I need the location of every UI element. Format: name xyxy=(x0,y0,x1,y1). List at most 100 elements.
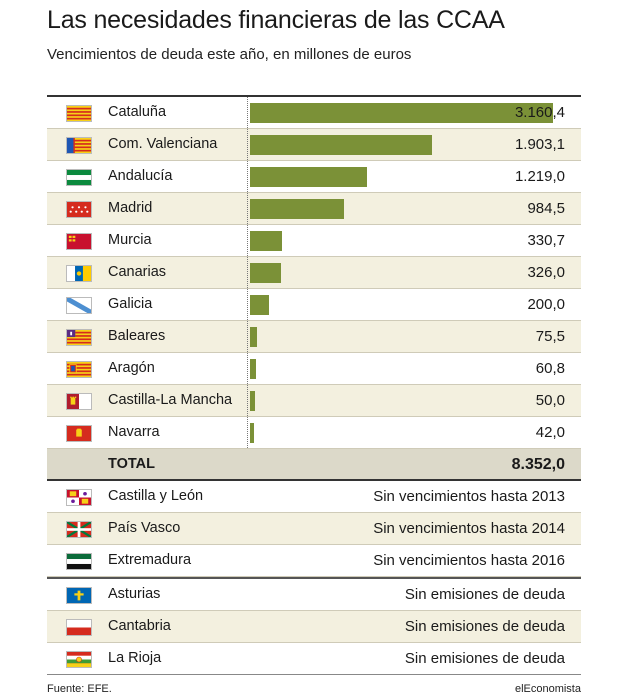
data-label: 984,5 xyxy=(527,200,565,217)
axis-divider xyxy=(247,417,248,448)
chart-title: Las necesidades financieras de las CCAA xyxy=(47,6,505,34)
table-row: Canarias 326,0 xyxy=(47,257,581,289)
region-name: Extremadura xyxy=(108,552,192,568)
table-row: Galicia 200,0 xyxy=(47,289,581,321)
valenciana-flag-icon xyxy=(66,137,92,154)
status-note: Sin vencimientos hasta 2016 xyxy=(373,552,565,569)
status-note: Sin emisiones de deuda xyxy=(404,650,565,667)
no-issuance-rows: Asturias Sin emisiones de deuda Cantabria S… xyxy=(47,579,581,675)
region-name: Navarra xyxy=(108,424,160,440)
bar xyxy=(250,231,282,251)
bar xyxy=(250,103,553,123)
castilla-la-mancha-flag-icon xyxy=(66,393,92,410)
section-divider xyxy=(47,577,581,579)
region-name: La Rioja xyxy=(108,650,162,666)
table-row: Com. Valenciana 1.903,1 xyxy=(47,129,581,161)
bar xyxy=(250,199,345,219)
data-label: 326,0 xyxy=(527,264,565,281)
bar xyxy=(250,167,367,187)
axis-divider xyxy=(247,161,248,192)
data-label: 75,5 xyxy=(535,328,565,345)
region-name: Aragón xyxy=(108,360,155,376)
status-note: Sin vencimientos hasta 2014 xyxy=(373,520,565,537)
region-name: Cataluña xyxy=(108,104,167,120)
andalucia-flag-icon xyxy=(66,169,92,186)
table-row: Cataluña 3.160,4 xyxy=(47,97,581,129)
region-name: Andalucía xyxy=(108,168,173,184)
bar xyxy=(250,135,433,155)
data-label: 3.160,4 xyxy=(514,104,565,121)
table-row: Madrid 984,5 xyxy=(47,193,581,225)
table-row: Murcia 330,7 xyxy=(47,225,581,257)
pais-vasco-flag-icon xyxy=(66,521,92,538)
data-label: 50,0 xyxy=(535,392,565,409)
table-row: Andalucía 1.219,0 xyxy=(47,161,581,193)
aragon-flag-icon xyxy=(66,361,92,378)
murcia-flag-icon xyxy=(66,233,92,250)
status-note: Sin vencimientos hasta 2013 xyxy=(373,488,565,505)
chart-subtitle: Vencimientos de deuda este año, en millo… xyxy=(47,46,412,63)
axis-divider xyxy=(247,321,248,352)
castilla-leon-flag-icon xyxy=(66,489,92,506)
region-name: Com. Valenciana xyxy=(108,136,218,152)
axis-divider xyxy=(247,129,248,160)
bar-rows: Cataluña 3.160,4 Com. Valenciana 1.903,1 And… xyxy=(47,97,581,449)
total-value: 8.352,0 xyxy=(511,456,565,473)
status-note: Sin emisiones de deuda xyxy=(404,586,565,603)
bar xyxy=(250,295,270,315)
cataluna-flag-icon xyxy=(66,105,92,122)
table-row: Navarra 42,0 xyxy=(47,417,581,449)
table-row: Castilla y León Sin vencimientos hasta 20… xyxy=(47,481,581,513)
region-name: Madrid xyxy=(108,200,153,216)
table-row: Baleares 75,5 xyxy=(47,321,581,353)
region-name: Asturias xyxy=(108,586,161,602)
region-name: Castilla y León xyxy=(108,488,204,504)
data-label: 1.903,1 xyxy=(514,136,565,153)
table-row: La Rioja Sin emisiones de deuda xyxy=(47,643,581,675)
axis-divider xyxy=(247,257,248,288)
data-label: 42,0 xyxy=(535,424,565,441)
galicia-flag-icon xyxy=(66,297,92,314)
table-row: Castilla-La Mancha 50,0 xyxy=(47,385,581,417)
region-name: Galicia xyxy=(108,296,153,312)
navarra-flag-icon xyxy=(66,425,92,442)
axis-divider xyxy=(247,385,248,416)
canarias-flag-icon xyxy=(66,265,92,282)
region-name: Baleares xyxy=(108,328,166,344)
total-label: TOTAL xyxy=(108,456,155,472)
data-label: 330,7 xyxy=(527,232,565,249)
table-top-rule xyxy=(47,95,581,97)
la-rioja-flag-icon xyxy=(66,651,92,668)
source-note: Fuente: EFE. xyxy=(47,683,112,695)
baleares-flag-icon xyxy=(66,329,92,346)
bar xyxy=(250,359,256,379)
status-note: Sin emisiones de deuda xyxy=(404,618,565,635)
region-name: Cantabria xyxy=(108,618,171,634)
data-label: 200,0 xyxy=(527,296,565,313)
debt-table: Cataluña 3.160,4 Com. Valenciana 1.903,1 And… xyxy=(47,95,581,675)
bar xyxy=(250,391,255,411)
data-label: 60,8 xyxy=(535,360,565,377)
axis-divider xyxy=(247,289,248,320)
total-row: TOTAL 8.352,0 xyxy=(47,449,581,481)
footer-rule xyxy=(47,674,581,675)
axis-divider xyxy=(247,193,248,224)
data-label: 1.219,0 xyxy=(514,168,565,185)
no-maturity-rows: Castilla y León Sin vencimientos hasta 20… xyxy=(47,481,581,577)
region-name: Castilla-La Mancha xyxy=(108,392,233,408)
region-name: Canarias xyxy=(108,264,167,280)
table-row: Extremadura Sin vencimientos hasta 2016 xyxy=(47,545,581,577)
table-row: Aragón 60,8 xyxy=(47,353,581,385)
bar xyxy=(250,263,282,283)
madrid-flag-icon xyxy=(66,201,92,218)
brand-label: elEconomista xyxy=(514,683,581,695)
axis-divider xyxy=(247,225,248,256)
table-row: Asturias Sin emisiones de deuda xyxy=(47,579,581,611)
bar xyxy=(250,327,258,347)
table-row: País Vasco Sin vencimientos hasta 2014 xyxy=(47,513,581,545)
extremadura-flag-icon xyxy=(66,553,92,570)
region-name: Murcia xyxy=(108,232,152,248)
region-name: País Vasco xyxy=(108,520,181,536)
table-row: Cantabria Sin emisiones de deuda xyxy=(47,611,581,643)
asturias-flag-icon xyxy=(66,587,92,604)
